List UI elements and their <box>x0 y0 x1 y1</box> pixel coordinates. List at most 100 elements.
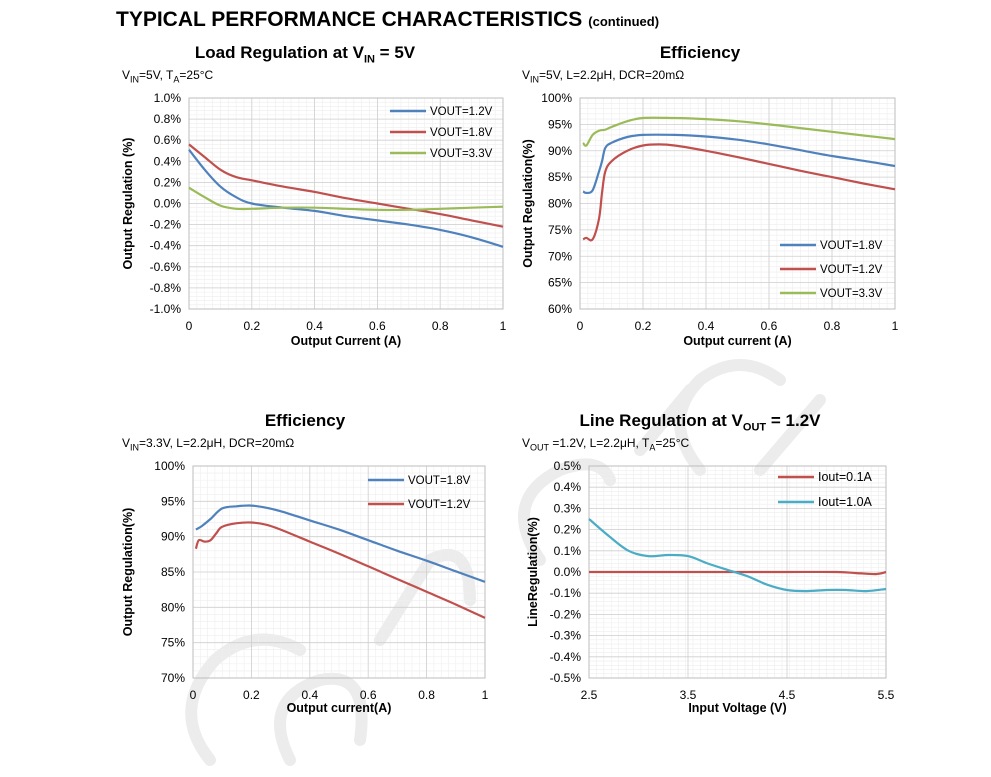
legend-label: Iout=0.1A <box>818 470 873 484</box>
chart-0-title-part: IN <box>363 53 375 66</box>
y-tick-label: -0.2% <box>550 607 582 621</box>
y-tick-label: -0.1% <box>550 586 582 600</box>
chart-3-conditions-part: OUT <box>530 442 550 453</box>
x-tick-label: 0.6 <box>360 688 377 702</box>
chart-1-title-part: Efficiency <box>659 43 741 62</box>
x-tick-label: 0.2 <box>243 688 260 702</box>
y-axis-label: Output Regulation(%) <box>121 508 135 636</box>
page-title: TYPICAL PERFORMANCE CHARACTERISTICS (cont… <box>116 8 659 32</box>
x-axis-label: Output Current (A) <box>291 334 401 348</box>
y-tick-label: 95% <box>161 494 185 508</box>
chart-1-title: Efficiency <box>660 43 740 63</box>
x-tick-label: 0.8 <box>418 688 435 702</box>
x-tick-label: 0.2 <box>635 319 652 333</box>
series-line-VOUT=3.3V <box>582 116 896 147</box>
y-tick-label: 90% <box>548 144 572 158</box>
chart-3-conditions-part: V <box>522 436 531 450</box>
series-line-VOUT=1.8V <box>582 133 896 195</box>
plot-frame <box>188 97 504 310</box>
series-line-VOUT=1.2V <box>194 521 486 619</box>
chart-0-title-part: Load Regulation at V <box>194 43 364 62</box>
page-subtitle: (continued) <box>588 14 660 29</box>
x-tick-label: 3.5 <box>680 688 697 702</box>
series-line-VOUT=1.2V <box>582 143 896 242</box>
chart-3-conditions-part: =1.2V, L=2.2μH, T <box>549 436 650 450</box>
y-tick-label: 0.1% <box>554 544 582 558</box>
y-tick-label: 80% <box>548 197 572 211</box>
y-tick-label: -0.3% <box>550 629 582 643</box>
y-axis-label: Output Regulation (%) <box>121 138 135 270</box>
chart-3-title: Line Regulation at VOUT = 1.2V <box>580 411 821 433</box>
chart-3-title-part: OUT <box>742 421 767 434</box>
x-axis-label: Output current (A) <box>683 334 791 348</box>
y-tick-label: 0.5% <box>554 459 582 473</box>
legend-label: VOUT=1.2V <box>820 264 883 276</box>
chart-0-title-part: = 5V <box>374 43 416 62</box>
legend-label: Iout=1.0A <box>818 495 873 509</box>
x-tick-label: 0.4 <box>698 319 715 333</box>
series-line-VOUT=1.8V <box>188 143 504 228</box>
chart-2-conditions-part: =3.3V, L=2.2μH, DCR=20mΩ <box>139 436 295 450</box>
y-tick-label: 70% <box>161 671 185 685</box>
chart-2-conditions-part: IN <box>130 442 140 453</box>
legend-label: VOUT=1.8V <box>430 127 493 139</box>
chart-0-title: Load Regulation at VIN = 5V <box>195 43 415 65</box>
y-tick-label: -0.8% <box>150 281 182 295</box>
chart-3-title-part: Line Regulation at V <box>579 411 743 430</box>
y-tick-label: 0.8% <box>154 112 182 126</box>
y-tick-label: 0.3% <box>554 501 582 515</box>
y-tick-label: -0.2% <box>150 218 182 232</box>
plot-frame <box>579 97 896 310</box>
series-line-VOUT=1.8V <box>195 504 486 583</box>
y-tick-label: 75% <box>548 223 572 237</box>
chart-3-conditions-part: =25°C <box>655 436 690 450</box>
y-axis-label: LineRegulation(%) <box>526 517 540 627</box>
y-tick-label: 85% <box>161 565 185 579</box>
y-tick-label: -1.0% <box>150 302 182 316</box>
page-title-text: TYPICAL PERFORMANCE CHARACTERISTICS <box>116 8 583 31</box>
chart-2-title: Efficiency <box>265 411 345 431</box>
chart-1-legend: VOUT=1.8V VOUT=1.2V VOUT=3.3V <box>780 240 883 300</box>
chart-0-conditions-part: =5V, T <box>139 68 174 82</box>
x-tick-label: 0.6 <box>369 319 386 333</box>
legend-label: VOUT=3.3V <box>820 288 883 300</box>
y-tick-label: 1.0% <box>154 91 182 105</box>
chart-0-conditions-part: V <box>122 68 131 82</box>
chart-1-conditions-part: IN <box>530 74 540 85</box>
legend-label: VOUT=1.8V <box>820 240 883 252</box>
series-line-Iout=0.1A <box>588 570 887 576</box>
x-tick-label: 0.4 <box>306 319 323 333</box>
chart-2-conditions: VIN=3.3V, L=2.2μH, DCR=20mΩ <box>122 436 294 452</box>
y-tick-label: -0.6% <box>150 260 182 274</box>
chart-3-conditions-part: A <box>649 442 656 453</box>
y-tick-label: 75% <box>161 636 185 650</box>
y-tick-label: 0.0% <box>154 197 182 211</box>
chart-0-conditions: VIN=5V, TA=25°C <box>122 68 213 84</box>
x-tick-label: 4.5 <box>779 688 796 702</box>
y-tick-label: 65% <box>548 276 572 290</box>
x-tick-label: 0.2 <box>243 319 260 333</box>
y-tick-label: 70% <box>548 249 572 263</box>
x-tick-label: 2.5 <box>581 688 598 702</box>
y-tick-label: -0.4% <box>150 239 182 253</box>
legend-label: VOUT=1.8V <box>408 475 471 487</box>
chart-0-conditions-part: IN <box>130 74 140 85</box>
chart-3-legend: Iout=0.1A Iout=1.0A <box>778 470 873 509</box>
chart-0-conditions-part: A <box>173 74 180 85</box>
y-tick-label: 0.0% <box>554 565 582 579</box>
x-axis-label: Output current(A) <box>287 701 392 715</box>
y-tick-label: 60% <box>548 302 572 316</box>
chart-2-conditions-part: V <box>122 436 131 450</box>
x-tick-label: 0.8 <box>432 319 449 333</box>
legend-label: VOUT=1.2V <box>430 106 493 118</box>
x-tick-label: 0 <box>190 688 197 702</box>
y-tick-label: 80% <box>161 600 185 614</box>
series-line-Iout=1.0A <box>588 518 887 593</box>
chart-3-grid <box>588 465 887 679</box>
x-axis-label: Input Voltage (V) <box>688 701 786 715</box>
chart-3-title-part: = 1.2V <box>766 411 821 430</box>
